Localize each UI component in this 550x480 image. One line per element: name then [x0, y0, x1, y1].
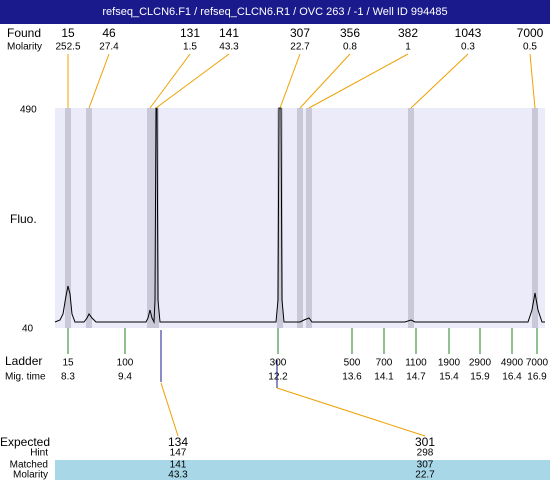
found-molarity: 0.3: [461, 42, 475, 53]
ladder-label: Ladder: [5, 354, 42, 368]
ladder-size: 7000: [526, 358, 549, 369]
ladder-time: 15.9: [470, 372, 490, 383]
migtime-label: Mig. time: [5, 372, 46, 383]
peak-connector: [299, 53, 351, 109]
ladder-time: 9.4: [118, 372, 132, 383]
peak-connector: [529, 53, 536, 109]
row-label: Matched: [10, 460, 48, 471]
peak-band: [277, 108, 283, 328]
peak-band: [86, 108, 92, 328]
peak-connector: [279, 53, 301, 109]
peak-band: [408, 108, 414, 328]
expected-hint: 298: [417, 448, 434, 459]
ladder-size: 1100: [405, 358, 427, 369]
molarity-label: Molarity: [7, 42, 42, 53]
ladder-size: 500: [344, 358, 361, 369]
expected-molarity: 43.3: [168, 470, 188, 480]
found-molarity: 252.5: [55, 42, 80, 53]
found-molarity: 1.5: [183, 42, 197, 53]
y-axis-label: Fluo.: [10, 212, 37, 226]
found-size: 382: [398, 26, 418, 40]
connector: [160, 382, 179, 437]
found-molarity: 43.3: [219, 42, 239, 53]
ladder-size: 2900: [469, 358, 492, 369]
ladder-size: 100: [117, 358, 134, 369]
found-molarity: 22.7: [290, 42, 310, 53]
found-size: 1043: [455, 26, 482, 40]
ladder-size: 4900: [501, 358, 524, 369]
found-size: 141: [219, 26, 239, 40]
peak-connector: [149, 53, 191, 109]
expected-matched: 141: [170, 460, 187, 471]
title-bar: [0, 0, 550, 24]
peak-band: [532, 108, 538, 328]
found-size: 7000: [517, 26, 544, 40]
found-size: 46: [102, 26, 116, 40]
row-label: Expected: [0, 435, 50, 449]
expected-expected: 134: [168, 435, 188, 449]
found-molarity: 0.8: [343, 42, 357, 53]
expected-molarity: 22.7: [415, 470, 435, 480]
expected-matched: 307: [417, 460, 434, 471]
found-size: 356: [340, 26, 360, 40]
found-size: 307: [290, 26, 310, 40]
ladder-time: 15.4: [439, 372, 459, 383]
peak-band: [147, 108, 153, 328]
peak-band: [153, 108, 159, 328]
connector: [276, 387, 426, 437]
ladder-size: 1900: [438, 358, 461, 369]
ladder-size: 15: [62, 358, 74, 369]
found-molarity: 0.5: [523, 42, 537, 53]
ladder-time: 13.6: [342, 372, 362, 383]
peak-band: [65, 108, 71, 328]
matched-highlight: [55, 460, 550, 480]
peak-band: [306, 108, 312, 328]
y-top-label: 490: [20, 105, 37, 116]
peak-connector: [308, 53, 409, 109]
ladder-time: 8.3: [61, 372, 75, 383]
peak-connector: [88, 53, 110, 109]
peak-connector: [410, 53, 469, 109]
y-bottom-label: 40: [22, 324, 34, 335]
peak-band: [297, 108, 303, 328]
ladder-time: 14.1: [374, 372, 394, 383]
ladder-size: 700: [376, 358, 393, 369]
trace: [54, 107, 545, 324]
expected-expected: 301: [415, 435, 435, 449]
expected-hint: 147: [170, 448, 187, 459]
found-label: Found: [7, 26, 41, 40]
found-molarity: 1: [405, 42, 411, 53]
title: refseq_CLCN6.F1 / refseq_CLCN6.R1 / OVC …: [102, 6, 447, 18]
found-molarity: 27.4: [99, 42, 119, 53]
found-size: 15: [61, 26, 75, 40]
row-label: Molarity: [13, 470, 48, 480]
peak-connector: [155, 53, 230, 109]
row-label: Hint: [30, 448, 48, 459]
ladder-time: 16.4: [502, 372, 522, 383]
found-size: 131: [180, 26, 200, 40]
ladder-size: 300: [270, 358, 287, 369]
ladder-time: 14.7: [406, 372, 426, 383]
ladder-time: 12.2: [268, 372, 288, 383]
ladder-time: 16.9: [527, 372, 547, 383]
